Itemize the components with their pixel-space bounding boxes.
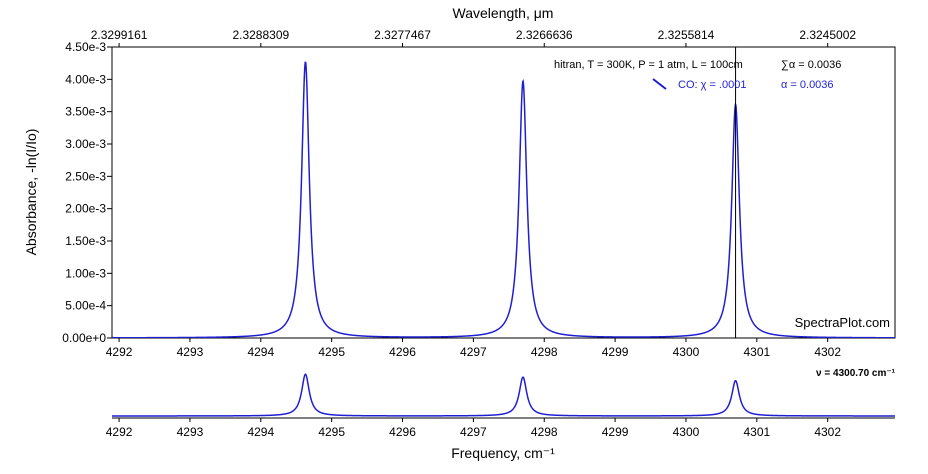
overview-tick-label: 4297	[460, 425, 487, 439]
y-tick-label: 1.50e-3	[65, 234, 106, 248]
watermark-text: SpectraPlot.com	[795, 315, 890, 330]
overview-tick-label: 4301	[743, 425, 770, 439]
x-tick-label: 4293	[177, 345, 204, 359]
overview-tick-label: 4295	[318, 425, 345, 439]
x-tick-label: 4301	[743, 345, 770, 359]
top-axis-ticks: 2.3299161 2.3288309 2.3277467 2.3266636 2.32…	[91, 28, 856, 47]
x-tick-label: 4297	[460, 345, 487, 359]
overview-tick-label: 4294	[247, 425, 274, 439]
series-legend-label[interactable]: CO: χ = .0001	[678, 79, 746, 91]
main-x-axis-ticks: 4292 4293 4294 4295 4296 4297 4298 4299 4300 4301…	[106, 338, 841, 359]
cursor-frequency-readout: ν = 4300.70 cm⁻¹	[816, 368, 896, 379]
top-tick-label: 2.3299161	[91, 28, 148, 42]
y-tick-label: 3.50e-3	[65, 105, 106, 119]
x-tick-label: 4302	[814, 345, 841, 359]
overview-tick-label: 4298	[531, 425, 558, 439]
top-tick-label: 2.3245002	[799, 28, 856, 42]
x-tick-label: 4292	[106, 345, 133, 359]
overview-tick-label: 4302	[814, 425, 841, 439]
overview-tick-label: 4300	[673, 425, 700, 439]
x-tick-label: 4295	[318, 345, 345, 359]
x-tick-label: 4298	[531, 345, 558, 359]
series-legend-swatch	[652, 78, 667, 90]
top-axis-title: Wavelength, μm	[453, 5, 554, 21]
x-tick-label: 4296	[389, 345, 416, 359]
y-tick-label: 2.50e-3	[65, 169, 106, 183]
overview-spectrum-line	[112, 373, 895, 417]
top-tick-label: 2.3288309	[232, 28, 289, 42]
series-alpha-text: α = 0.0036	[781, 79, 834, 91]
y-tick-label: 0.00e+0	[62, 331, 106, 345]
top-tick-label: 2.3266636	[516, 28, 573, 42]
y-tick-label: 5.00e-4	[65, 299, 106, 313]
overview-x-axis-ticks: 4292 4293 4294 4295 4296 4297 4298 4299 4300 4301…	[106, 418, 841, 439]
overview-tick-label: 4293	[177, 425, 204, 439]
y-tick-label: 4.50e-3	[65, 40, 106, 54]
x-axis-title: Frequency, cm⁻¹	[451, 445, 555, 461]
y-tick-label: 1.00e-3	[65, 266, 106, 280]
y-tick-label: 4.00e-3	[65, 72, 106, 86]
main-plot-area[interactable]	[111, 46, 896, 339]
y-axis-title: Absorbance, -ln(I/Io)	[23, 129, 39, 256]
y-axis-ticks: 0.00e+0 5.00e-4 1.00e-3 1.50e-3 2.00e-3 2.50e…	[62, 40, 112, 345]
y-tick-label: 2.00e-3	[65, 202, 106, 216]
top-tick-label: 2.3277467	[374, 28, 431, 42]
overview-tick-label: 4292	[106, 425, 133, 439]
co-spectrum-line	[112, 61, 895, 338]
top-tick-label: 2.3255814	[658, 28, 715, 42]
x-tick-label: 4294	[247, 345, 274, 359]
x-tick-label: 4299	[602, 345, 629, 359]
x-tick-label: 4300	[673, 345, 700, 359]
conditions-text: hitran, T = 300K, P = 1 atm, L = 100cm	[554, 59, 743, 71]
overview-tick-label: 4299	[602, 425, 629, 439]
y-tick-label: 3.00e-3	[65, 137, 106, 151]
sum-alpha-text: ∑α = 0.0036	[781, 59, 841, 71]
overview-tick-label: 4296	[389, 425, 416, 439]
